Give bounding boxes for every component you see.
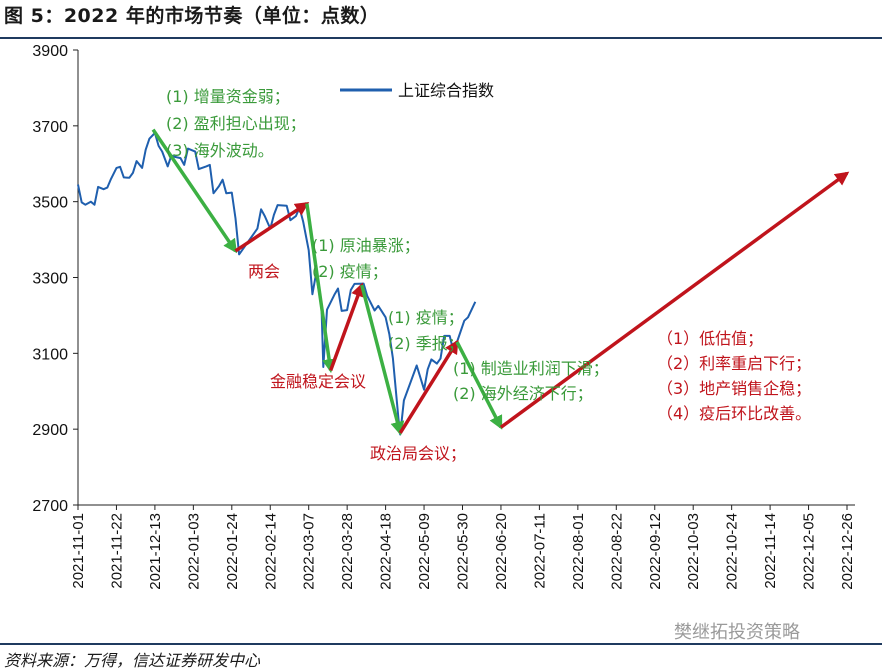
y-tick-label: 3100 <box>32 346 68 363</box>
x-tick-label: 2021-12-13 <box>147 513 164 590</box>
arrow-down <box>455 341 503 430</box>
arrow-up <box>398 339 459 434</box>
annotation-text: （3）地产销售企稳； <box>657 379 811 398</box>
annotation-text: (1) 疫情； <box>388 308 464 327</box>
x-tick-label: 2022-11-14 <box>762 513 779 589</box>
x-tick-label: 2022-08-01 <box>570 513 587 590</box>
x-tick-label: 2021-11-01 <box>70 513 87 589</box>
annotation-text: (2) 疫情； <box>312 262 388 281</box>
x-tick-label: 2022-03-07 <box>301 513 318 590</box>
annotation-text: (1) 原油暴涨； <box>312 236 420 255</box>
x-tick-label: 2022-06-20 <box>493 513 510 590</box>
x-tick-label: 2022-05-09 <box>416 513 433 590</box>
annotation-text: (2) 盈利担心出现； <box>166 114 306 133</box>
y-tick-label: 3900 <box>32 43 68 60</box>
annotation-text: (1) 制造业利润下滑； <box>453 359 609 378</box>
annotation-text: 金融稳定会议 <box>270 372 366 391</box>
source-note: 资料来源：万得，信达证券研发中心 <box>4 651 261 670</box>
annotation-text: (2) 海外经济下行； <box>453 384 593 403</box>
annotation-text: （4）疫后环比改善。 <box>657 404 811 423</box>
arrow-down <box>151 128 238 254</box>
x-tick-label: 2022-01-24 <box>224 513 241 590</box>
y-tick-label: 2700 <box>32 498 68 515</box>
trend-arrows <box>151 128 850 436</box>
x-tick-label: 2021-11-22 <box>108 513 125 589</box>
watermark: 樊继拓投资策略 <box>674 622 800 643</box>
top-rule <box>0 37 882 39</box>
x-tick-label: 2022-02-14 <box>262 513 279 590</box>
arrow-up <box>329 282 365 371</box>
x-tick-label: 2022-12-05 <box>801 513 818 590</box>
y-tick-label: 3300 <box>32 271 68 288</box>
x-tick-label: 2022-08-22 <box>608 513 625 590</box>
x-axis-ticks: 2021-11-01 2021-11-22 2021-12-13 2022-01-03… <box>70 505 856 590</box>
annotation-text: (1) 增量资金弱； <box>166 87 290 106</box>
annotation-text: （1）低估值； <box>657 329 763 348</box>
arrow-up <box>499 171 850 429</box>
legend-label: 上证综合指数 <box>398 81 494 100</box>
x-tick-label: 2022-10-24 <box>724 513 741 590</box>
figure-title: 图 5：2022 年的市场节奏（单位：点数） <box>4 5 380 27</box>
annotation-text: (2) 季报； <box>388 334 464 353</box>
x-tick-label: 2022-07-11 <box>531 513 548 589</box>
x-tick-label: 2022-10-03 <box>685 513 702 590</box>
arrow-down <box>360 284 405 436</box>
annotations: (1) 增量资金弱； (2) 盈利担心出现； (3) 海外波动。两会 (1) 原油暴涨… <box>166 87 811 463</box>
x-tick-label: 2022-09-12 <box>647 513 664 590</box>
x-tick-label: 2022-05-30 <box>455 513 472 590</box>
y-tick-label: 2900 <box>32 422 68 439</box>
annotation-text: 政治局会议； <box>370 444 466 463</box>
y-tick-label: 3500 <box>32 195 68 212</box>
arrow-up <box>234 202 310 253</box>
annotation-text: (3) 海外波动。 <box>166 141 274 160</box>
x-tick-label: 2022-03-28 <box>339 513 356 590</box>
annotation-text: 两会 <box>248 262 280 281</box>
x-tick-label: 2022-04-18 <box>378 513 395 590</box>
arrow-down <box>305 203 337 374</box>
legend: 上证综合指数 <box>340 81 494 100</box>
x-tick-label: 2022-01-03 <box>185 513 202 590</box>
y-tick-label: 3700 <box>32 119 68 136</box>
annotation-text: （2）利率重启下行； <box>657 354 811 373</box>
bottom-rule <box>0 643 882 645</box>
y-axis-ticks: 2700 2900 3100 3300 3500 3700 3900 <box>32 43 78 515</box>
x-tick-label: 2022-12-26 <box>839 513 856 590</box>
